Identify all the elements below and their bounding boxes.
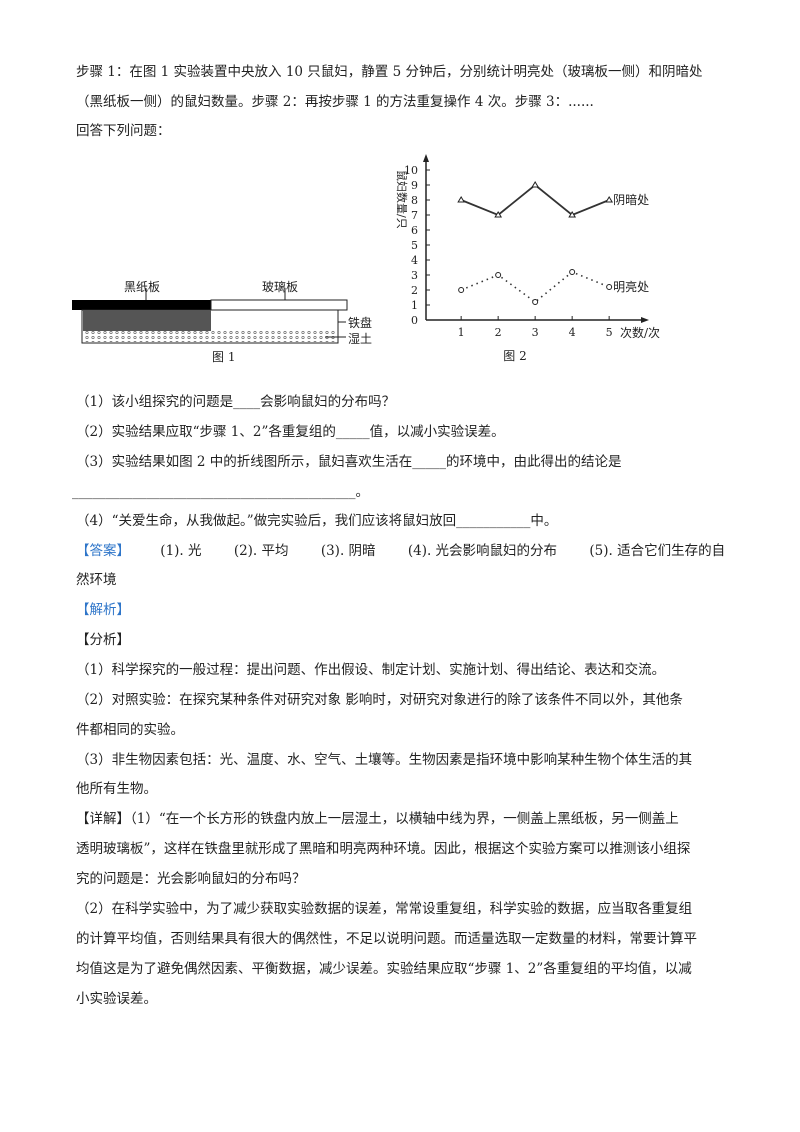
- wet-soil-label: 湿土: [348, 332, 373, 346]
- answer-item: (1). 光: [160, 543, 202, 559]
- answer-item: (4). 光会影响鼠妇的分布: [407, 543, 558, 559]
- analysis-line: 透明玻璃板”，这样在铁盘里就形成了黑暗和明亮两种环境。因此，根据这个实验方案可以…: [76, 841, 691, 857]
- series-label: 阴暗处: [613, 192, 649, 207]
- answer-item: (3). 阴暗: [320, 543, 376, 559]
- figure-1-drawing: [72, 288, 348, 344]
- analysis-line: （2）在科学实验中，为了减少获取实验数据的误差，常常设重复组，科学实验的数据，应…: [76, 901, 693, 917]
- data-point: [457, 196, 466, 203]
- dark-area: [83, 310, 211, 331]
- black-board: [72, 300, 211, 310]
- y-tick-label: 10: [404, 164, 418, 177]
- series-line-1: [460, 271, 610, 304]
- data-point: [568, 211, 577, 218]
- x-tick-label: 4: [569, 326, 576, 339]
- answer-label: 【答案】: [76, 543, 130, 559]
- iron-tray-label: 铁盘: [348, 316, 373, 330]
- data-point: [569, 269, 576, 275]
- data-point: [458, 287, 465, 293]
- intro-line: （黑纸板一侧）的鼠妇数量。步骤 2：再按步骤 1 的方法重复操作 4 次。步骤 …: [76, 94, 594, 110]
- y-tick-label: 0: [411, 314, 418, 327]
- y-tick-label: 9: [411, 179, 418, 192]
- question-1: （1）该小组探究的问题是____会影响鼠妇的分布吗？: [76, 394, 396, 410]
- y-tick-label: 8: [411, 194, 418, 207]
- y-tick-label: 1: [411, 299, 418, 312]
- analysis-line: 小实验误差。: [76, 991, 157, 1007]
- analysis-line: 究的问题是：光会影响鼠妇的分布吗？: [76, 871, 306, 887]
- data-point: [606, 284, 613, 290]
- figure-1-caption: 图 1: [212, 350, 236, 364]
- data-point: [495, 272, 502, 278]
- y-axis-arrow: [423, 154, 429, 162]
- y-tick-label: 7: [411, 209, 418, 222]
- intro-line: 步骤 1：在图 1 实验装置中央放入 10 只鼠妇，静置 5 分钟后，分别统计明…: [76, 64, 703, 80]
- x-tick-label: 1: [458, 326, 465, 339]
- glass-board: [210, 299, 348, 311]
- y-tick-label: 6: [411, 224, 418, 237]
- y-tick-label: 5: [411, 239, 418, 252]
- data-point: [532, 299, 539, 305]
- x-tick-label: 2: [495, 326, 502, 339]
- question-3-blank: ________________________________________…: [72, 484, 369, 500]
- question-4: （4）“关爱生命，从我做起。”做完实验后，我们应该将鼠妇放回__________…: [76, 513, 558, 529]
- analysis-label: 【解析】: [76, 602, 130, 618]
- black-board-label: 黑纸板: [124, 280, 161, 294]
- series-line-0: [460, 183, 610, 217]
- analysis-line: 的计算平均值，否则结果具有很大的偶然性，不足以说明问题。而适量选取一定数量的材料…: [76, 931, 697, 947]
- analysis-line: （1）科学探究的一般过程：提出问题、作出假设、制定计划、实施计划、得出结论、表达…: [76, 662, 666, 678]
- answer-cont: 然环境: [76, 572, 117, 588]
- y-axis-label: 鼠妇数量/只: [395, 170, 409, 229]
- x-axis-label: 次数/次: [620, 325, 660, 340]
- data-point: [494, 211, 503, 218]
- question-2: （2）实验结果应取“步骤 1、2”各重复组的_____值，以减小实验误差。: [76, 424, 505, 440]
- glass-board-label: 玻璃板: [262, 280, 299, 294]
- data-point: [605, 196, 614, 203]
- question-3: （3）实验结果如图 2 中的折线图所示，鼠妇喜欢生活在_____的环境中，由此得…: [76, 454, 622, 470]
- wet-soil: [83, 331, 337, 342]
- analysis-line: 他所有生物。: [76, 781, 157, 797]
- analysis-line: 件都相同的实验。: [76, 722, 184, 738]
- intro-line: 回答下列问题：: [76, 123, 171, 139]
- x-axis-arrow: [641, 317, 649, 323]
- figure-2-caption: 图 2: [503, 349, 526, 363]
- analysis-heading: 【分析】: [76, 632, 130, 648]
- x-tick-label: 5: [606, 326, 613, 339]
- series-label: 明亮处: [613, 279, 649, 294]
- y-tick-label: 3: [411, 269, 418, 282]
- x-tick-label: 3: [532, 326, 539, 339]
- analysis-line: （3）非生物因素包括：光、温度、水、空气、土壤等。生物因素是指环境中影响某种生物…: [76, 752, 693, 768]
- y-tick-label: 4: [411, 254, 418, 267]
- data-point: [531, 181, 540, 188]
- analysis-line: 【详解】（1）“在一个长方形的铁盘内放上一层湿土，以横轴中线为界，一侧盖上黑纸板…: [76, 811, 679, 827]
- answer-line: 【答案】 (1). 光 (2). 平均 (3). 阴暗 (4). 光会影响鼠妇的…: [76, 541, 725, 561]
- answer-item: (5). 适合它们生存的自: [589, 543, 726, 559]
- analysis-line: 均值这是为了避免偶然因素、平衡数据，减少误差。实验结果应取“步骤 1、2”各重复…: [76, 961, 692, 977]
- y-tick-label: 2: [411, 284, 418, 297]
- answer-item: (2). 平均: [233, 543, 289, 559]
- analysis-line: （2）对照实验：在探究某种条件对研究对象 影响时，对研究对象进行的除了该条件不同…: [76, 692, 683, 708]
